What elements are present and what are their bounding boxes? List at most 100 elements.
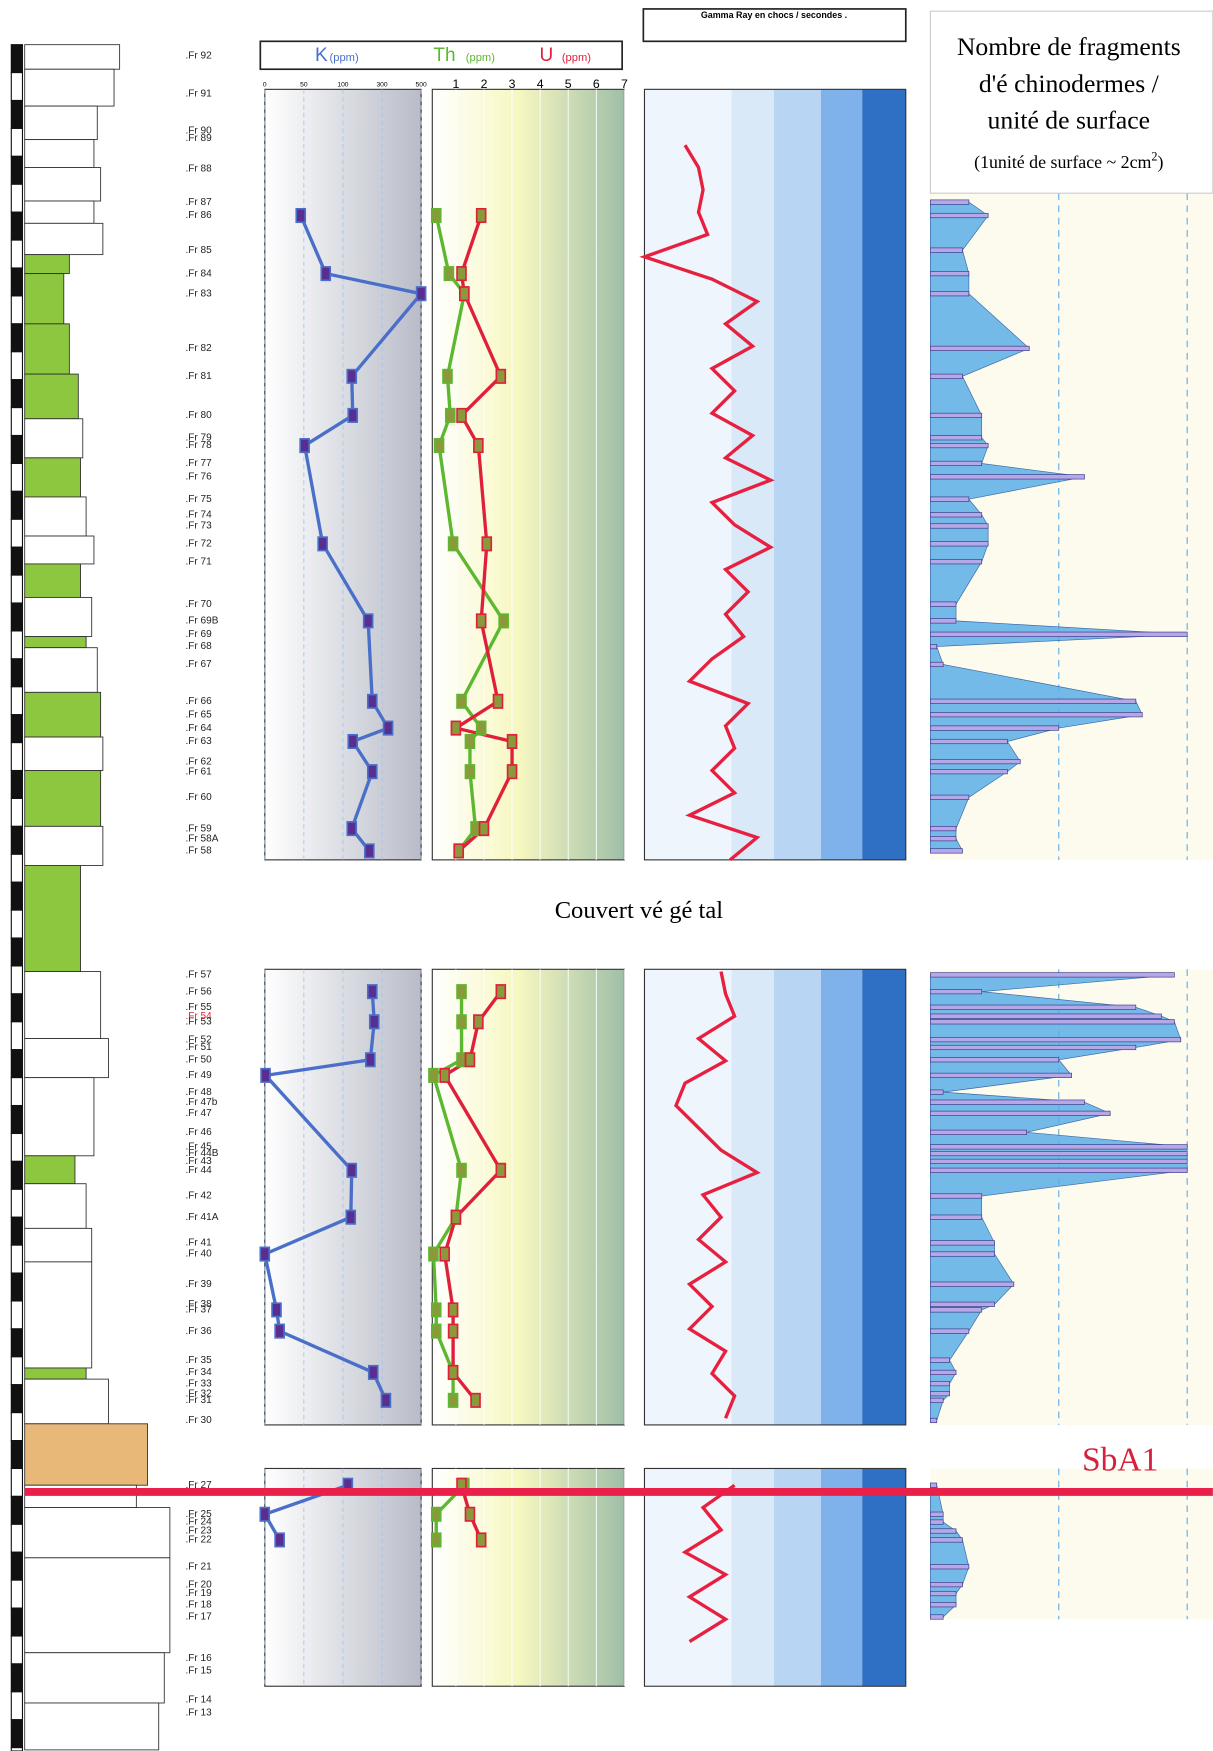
sample-label: .Fr 37 bbox=[186, 1305, 213, 1316]
sample-label: .Fr 74 bbox=[186, 509, 213, 520]
scale-block bbox=[10, 742, 24, 772]
sample-label: .Fr 86 bbox=[186, 210, 213, 221]
data-point bbox=[475, 720, 487, 736]
lithology-bed bbox=[24, 1261, 93, 1369]
data-point bbox=[495, 368, 507, 384]
echino-bar bbox=[930, 1307, 983, 1313]
data-point bbox=[259, 1246, 271, 1262]
lithology-bed bbox=[24, 373, 79, 420]
echino-bar bbox=[930, 698, 1137, 704]
echino-bar bbox=[930, 601, 957, 607]
lithology-bed bbox=[24, 825, 104, 866]
echino-bar bbox=[930, 1602, 957, 1608]
data-point bbox=[450, 1209, 462, 1225]
lithology-bed bbox=[24, 1557, 171, 1654]
data-point bbox=[475, 1532, 487, 1548]
data-point bbox=[380, 1392, 392, 1408]
echino-bar bbox=[930, 1037, 1182, 1043]
sample-label: .Fr 22 bbox=[186, 1535, 213, 1546]
echino-bar bbox=[930, 412, 983, 418]
echino-bar bbox=[930, 1357, 950, 1363]
echino-bar bbox=[930, 271, 970, 277]
data-point bbox=[299, 438, 310, 454]
echino-bar bbox=[930, 644, 938, 650]
th-name: Th bbox=[433, 45, 455, 66]
sample-label: .Fr 15 bbox=[186, 1665, 213, 1676]
sample-label: .Fr 92 bbox=[186, 50, 213, 61]
echino-bar bbox=[930, 1511, 944, 1517]
echino-bar bbox=[930, 559, 983, 565]
echino-bar bbox=[930, 1369, 957, 1376]
scale-block bbox=[10, 686, 24, 716]
sample-label: .Fr 69 bbox=[186, 629, 213, 640]
gamma-title: Gamma Ray en chocs / secondes . bbox=[701, 10, 847, 20]
echino-bar bbox=[930, 1193, 983, 1199]
sample-label: .Fr 58 bbox=[186, 846, 213, 857]
echino-bar bbox=[930, 769, 1008, 775]
echino-bar bbox=[930, 1158, 1188, 1164]
gamma-panel bbox=[643, 968, 907, 1426]
scale-block bbox=[10, 1244, 24, 1274]
lithology-bed bbox=[24, 167, 102, 202]
lithology-bed bbox=[24, 1652, 165, 1704]
data-point bbox=[346, 368, 358, 384]
scale-block bbox=[10, 1635, 24, 1665]
k-name: K bbox=[315, 45, 328, 66]
scale-block bbox=[10, 1188, 24, 1218]
echino-bar bbox=[930, 848, 963, 854]
sba1-label: SbA1 bbox=[1082, 1442, 1158, 1479]
data-point bbox=[345, 1209, 357, 1225]
sample-label: .Fr 67 bbox=[186, 659, 213, 670]
sample-label: .Fr 14 bbox=[186, 1694, 213, 1705]
lithology-bed bbox=[24, 1077, 95, 1157]
scale-block bbox=[10, 1216, 24, 1246]
echino-subtitle: (1unité de surface ~ 2cm2) bbox=[974, 149, 1163, 173]
echino-title: d'é chinodermes / bbox=[979, 69, 1160, 98]
echino-title: unité de surface bbox=[988, 106, 1151, 135]
subtitle-sup: 2 bbox=[1151, 149, 1157, 163]
sample-label: .Fr 33 bbox=[186, 1378, 213, 1389]
sample-label: .Fr 41A bbox=[186, 1212, 219, 1223]
data-point bbox=[450, 720, 462, 736]
th-u-tick-label: 5 bbox=[565, 77, 572, 91]
sample-label: .Fr 20 bbox=[186, 1579, 213, 1590]
scale-block bbox=[10, 1132, 24, 1162]
data-point bbox=[447, 1364, 459, 1380]
sample-label: .Fr 27 bbox=[186, 1480, 213, 1491]
th-u-tick-label: 7 bbox=[621, 77, 628, 91]
scale-block bbox=[10, 1049, 24, 1079]
sample-label: .Fr 69B bbox=[186, 616, 219, 627]
sample-label: .Fr 83 bbox=[186, 288, 213, 299]
data-point bbox=[459, 286, 470, 302]
lithology-bed bbox=[24, 418, 84, 459]
data-point bbox=[367, 1364, 379, 1380]
echino-bar bbox=[930, 1240, 995, 1246]
sample-label: .Fr 87 bbox=[186, 197, 213, 208]
data-point bbox=[475, 207, 487, 224]
lithology-bed bbox=[24, 496, 87, 537]
data-point bbox=[456, 693, 467, 709]
data-point bbox=[478, 821, 490, 837]
data-point bbox=[347, 733, 359, 750]
echino-bar bbox=[930, 212, 989, 219]
data-point bbox=[443, 266, 455, 282]
data-point bbox=[368, 1014, 380, 1030]
scale-block bbox=[10, 379, 24, 409]
sample-label: .Fr 24 bbox=[186, 1517, 213, 1528]
data-point bbox=[430, 1506, 442, 1522]
u-unit: (ppm) bbox=[562, 52, 591, 64]
sample-label: .Fr 84 bbox=[186, 268, 213, 279]
sample-label: .Fr 56 bbox=[186, 986, 213, 997]
gamma-line bbox=[639, 144, 775, 1643]
data-point bbox=[382, 720, 394, 736]
scale-block bbox=[10, 127, 24, 157]
echino-bar bbox=[930, 1072, 1072, 1078]
data-point bbox=[456, 1162, 467, 1178]
echino-bar bbox=[930, 1391, 950, 1397]
scale-block bbox=[10, 602, 24, 632]
lithology-bed bbox=[24, 535, 95, 565]
data-point bbox=[447, 536, 459, 552]
sample-label: .Fr 59 bbox=[186, 823, 213, 834]
sample-label: .Fr 90 bbox=[186, 125, 213, 136]
lithology-bed bbox=[24, 68, 115, 107]
